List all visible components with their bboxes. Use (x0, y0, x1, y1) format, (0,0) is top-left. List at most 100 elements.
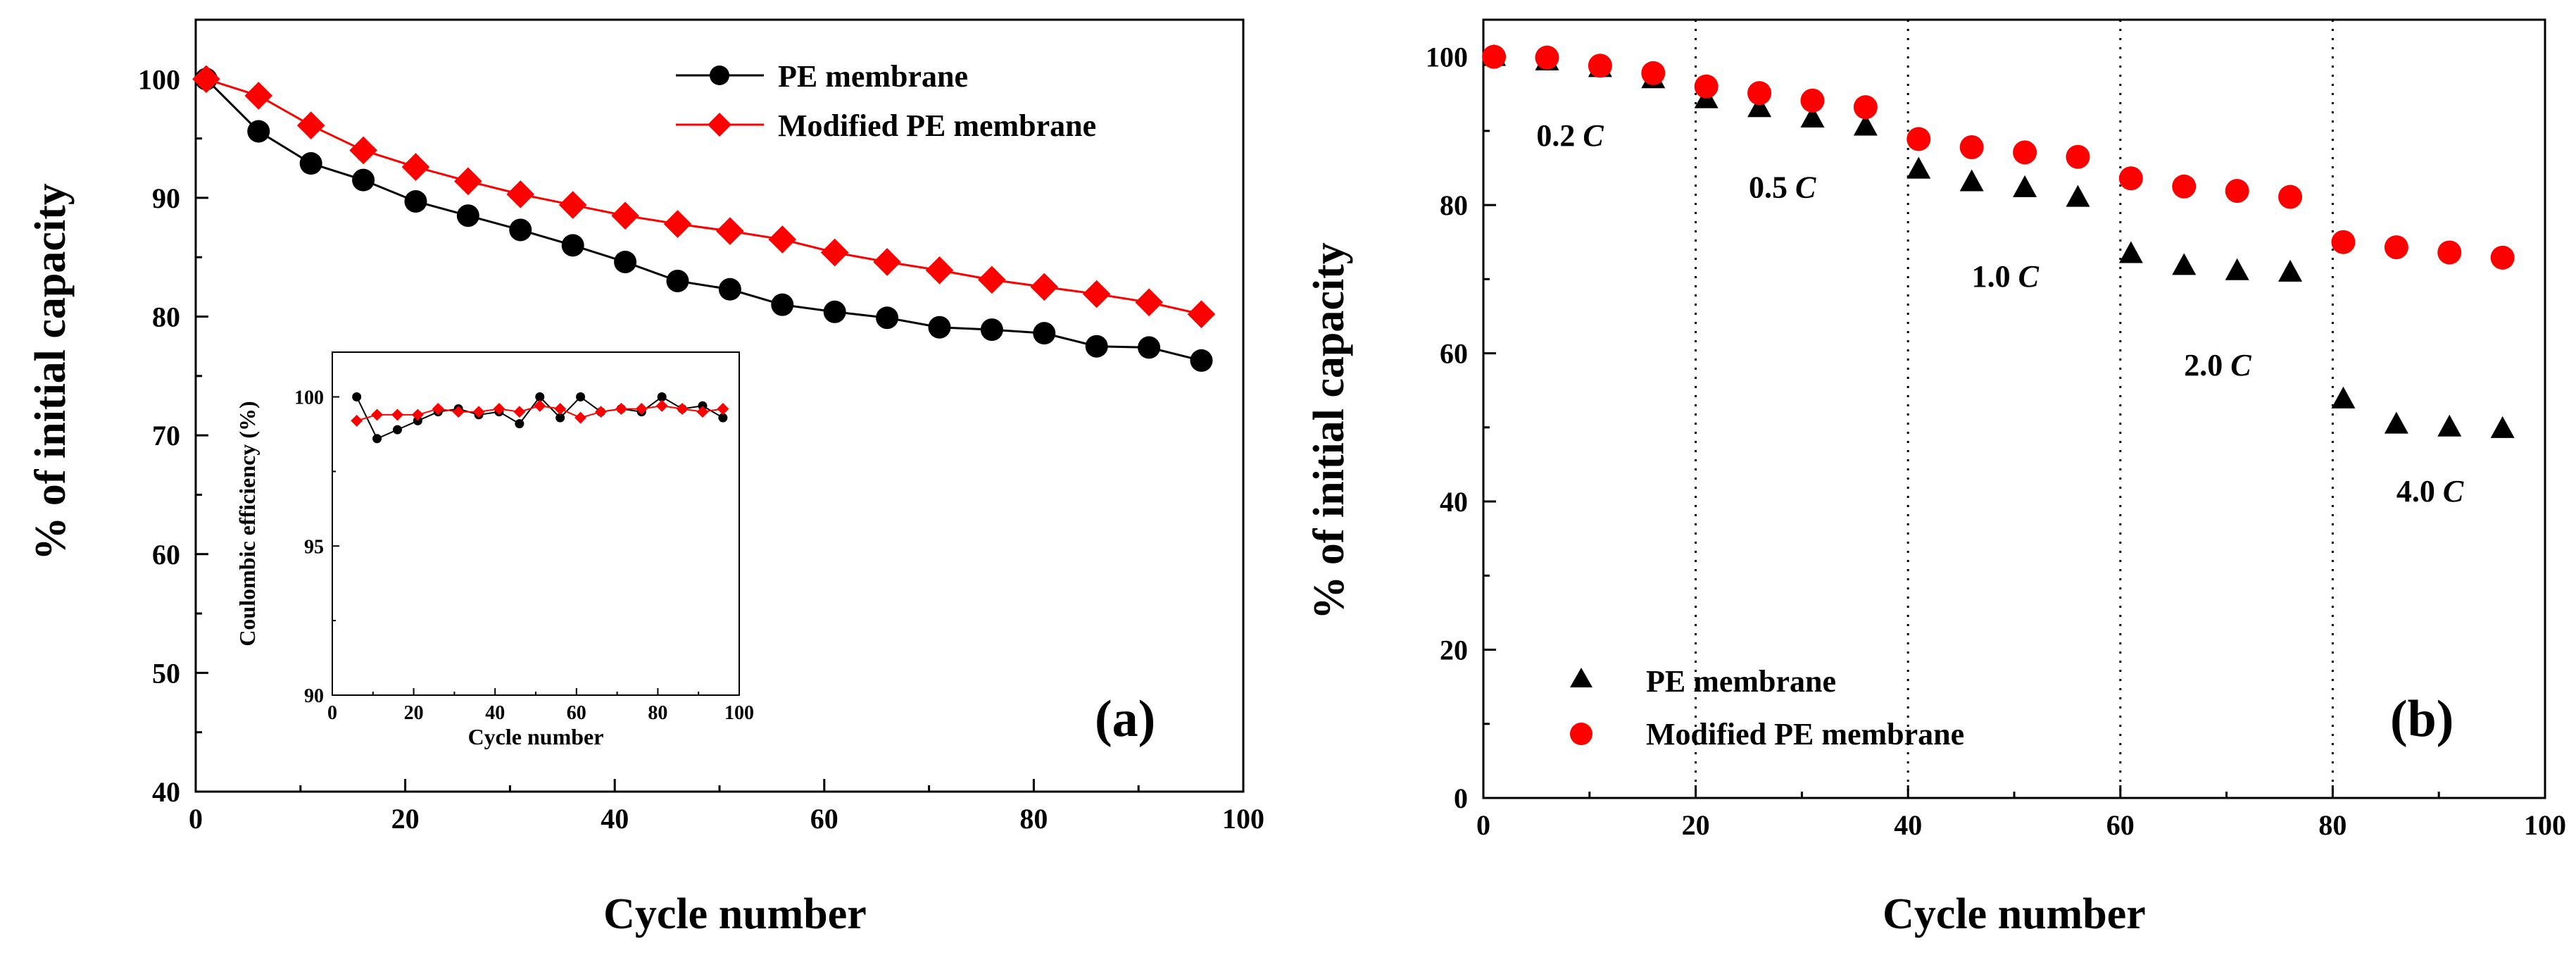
inset-modified-point (635, 402, 648, 415)
panel-b-x-tick-label: 20 (1682, 809, 1710, 841)
inset-y-tick-label: 100 (294, 387, 324, 409)
panel-b-pe-point (2384, 411, 2408, 434)
inset-pe-point (718, 413, 728, 423)
panel-a-modified-point (925, 256, 954, 285)
inset-modified-point (594, 406, 607, 418)
inset-pe-point (392, 425, 402, 435)
inset-modified-point (534, 399, 546, 412)
inset-pe-point (576, 392, 586, 402)
panel-a-y-tick-label: 80 (152, 301, 180, 333)
inset-modified-point (472, 406, 485, 418)
panel-a-modified-point (349, 136, 377, 165)
panel-b-modified-point (1853, 95, 1878, 120)
panel-b-modified-point (2331, 230, 2356, 254)
inset-x-tick-label: 100 (724, 702, 754, 724)
panel-a-modified-point (663, 210, 692, 238)
panel-a-pe-point (404, 189, 427, 213)
panel-b-y-tick-label: 60 (1440, 338, 1468, 370)
panel-a-pe-point (614, 250, 637, 273)
panel-a-x-axis-title: Cycle number (603, 890, 867, 938)
rate-label-value: 1.0 (1972, 259, 2018, 294)
panel-b-modified-point (1588, 54, 1612, 78)
panel-a-pe-point (352, 168, 375, 192)
inset-modified-point (391, 408, 403, 421)
panel-a-pe-point (1138, 336, 1161, 359)
panel-a-modified-point (768, 225, 797, 254)
panel-b-modified-point (1906, 127, 1931, 151)
panel-b-y-tick-label: 100 (1426, 42, 1468, 73)
panel-b-modified-point (1535, 45, 1559, 70)
inset-background (332, 352, 739, 695)
inset-pe-point (515, 419, 524, 429)
rate-label: 0.5 C (1749, 170, 1816, 205)
panel-b-pe-point (2490, 416, 2515, 438)
panel-b-modified-point (2066, 144, 2090, 169)
panel-b-x-tick-label: 60 (2106, 809, 2135, 841)
rate-label-unit: C (2018, 259, 2040, 294)
panel-b-pe-point (1853, 113, 1878, 136)
panel-a-pe-point (456, 204, 479, 227)
panel-b-modified-point (2118, 166, 2143, 191)
inset-x-tick-label: 0 (327, 702, 337, 724)
inset-modified-point (371, 408, 384, 421)
rate-label-unit: C (1795, 170, 1816, 205)
inset-modified-point (696, 406, 709, 418)
panel-b-modified-point (2384, 235, 2408, 260)
inset-modified-point (493, 402, 505, 415)
rate-label: 2.0 C (2184, 348, 2251, 382)
panel-a-x-tick-label: 0 (189, 803, 203, 835)
panel-a-modified-point (1082, 280, 1111, 308)
panel-b-y-tick-label: 80 (1440, 189, 1468, 221)
panel-b-pe-point (1747, 95, 1772, 118)
panel-a-pe-point (718, 277, 741, 301)
inset-modified-point (574, 411, 587, 424)
inset-modified-point (432, 402, 444, 415)
panel-b-y-tick-label: 20 (1440, 635, 1468, 666)
panel-a-modified-point (558, 191, 587, 219)
panel-a-modified-point (296, 111, 325, 139)
inset-y-tick-label: 90 (304, 685, 324, 707)
panel-b-pe-point (2225, 258, 2249, 280)
panel-b-pe-point (2066, 185, 2090, 207)
panel-a-x-tick-label: 100 (1222, 803, 1264, 835)
rate-label-unit: C (1583, 118, 1604, 153)
legend-pe-marker-b (1570, 668, 1592, 687)
panel-b-modified-point (1694, 74, 1719, 99)
panel-b-pe-point (2278, 259, 2303, 282)
panel-a-y-tick-label: 60 (152, 539, 180, 570)
panel-a-inset: 0 20 40 60 80 100 90 95 100 Cycle number Coulombic… (234, 351, 754, 749)
panel-b-modified-point (2278, 185, 2303, 209)
panel-a-y-tick-label: 40 (152, 776, 180, 808)
inset-pe-point (535, 392, 545, 402)
inset-x-tick-label: 20 (404, 702, 424, 724)
rate-label: 0.2 C (1536, 118, 1604, 153)
panel-a-pe-point (509, 218, 532, 242)
rate-label-value: 2.0 (2184, 348, 2230, 382)
inset-pe-point (352, 392, 362, 402)
panel-a-x-tick-label: 60 (810, 803, 838, 835)
panel-b-x-tick-label: 100 (2524, 809, 2566, 841)
panel-a-modified-point (401, 153, 430, 181)
panel-b-x-tick-label: 40 (1894, 809, 1922, 841)
panel-b-pe-point (1906, 156, 1931, 179)
panel-b-pe-point (2331, 386, 2356, 408)
panel-a-pe-point (561, 234, 584, 257)
panel-b-y-axis-title: % of initial capacity (1305, 242, 1353, 620)
panel-b-pe-point (1959, 169, 1984, 192)
panel-a-pe-point (299, 152, 322, 175)
panel-a: 0 20 40 60 80 100 40 50 60 70 80 90 100 0 20 40 60 80 100… (27, 18, 1264, 938)
panel-b-pe-point (2172, 253, 2197, 275)
inset-pe-point (657, 392, 667, 402)
panel-b-modified-point (1800, 88, 1825, 113)
panel-a-y-axis-title: % of initial capacity (27, 183, 75, 561)
inset-y-tick-label: 95 (304, 536, 324, 558)
panel-b-pe-point (1800, 105, 1825, 127)
rate-label-value: 0.5 (1749, 170, 1795, 205)
inset-modified-point (676, 402, 689, 415)
panel-b-frame (1482, 18, 2546, 799)
panel-a-pe-point (1190, 349, 1213, 372)
panel-a-modified-point (1030, 273, 1059, 301)
rate-label: 4.0 C (2396, 474, 2464, 509)
panel-a-legend: PE membrane Modified PE membrane (676, 59, 1096, 143)
